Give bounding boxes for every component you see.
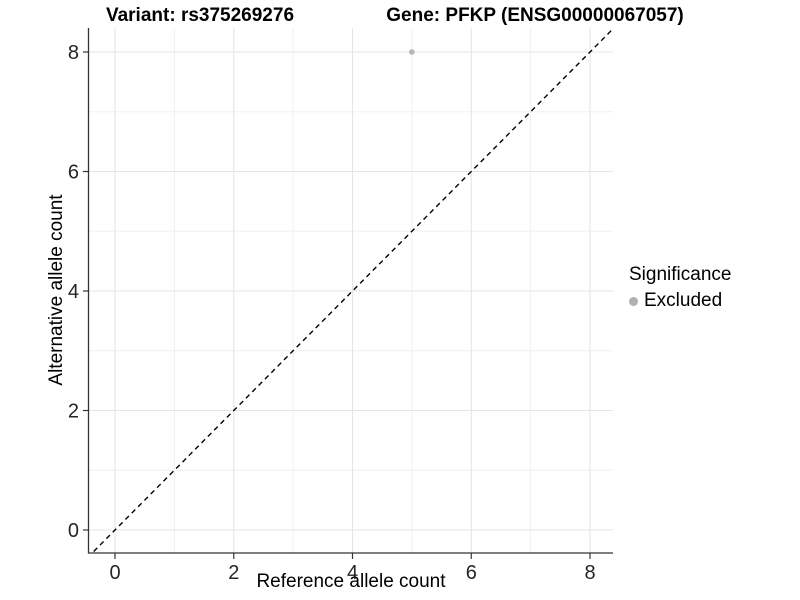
y-axis-title: Alternative allele count: [46, 194, 67, 386]
x-axis-title: Reference allele count: [256, 571, 446, 592]
x-tick-label: 6: [466, 562, 477, 584]
legend-title: Significance: [629, 264, 732, 285]
plot-title-gene: Gene: PFKP (ENSG00000067057): [386, 5, 684, 26]
plot-title-variant: Variant: rs375269276: [105, 5, 295, 26]
x-tick-label: 4: [347, 562, 358, 584]
legend: Significance Excluded: [629, 264, 731, 312]
legend-entry-label: Excluded: [644, 290, 723, 311]
y-tick-label: 0: [68, 520, 79, 542]
x-tick-label: 8: [584, 562, 595, 584]
y-tick-label: 4: [68, 281, 79, 303]
y-tick-label: 6: [68, 162, 79, 184]
y-tick-label: 2: [68, 401, 79, 423]
legend-point-marker-icon: [629, 296, 638, 306]
x-tick-label: 0: [109, 562, 120, 584]
y-tick-label: 8: [68, 42, 79, 64]
data-point: [409, 49, 415, 55]
x-tick-label: 2: [228, 562, 239, 584]
legend-entry: Excluded: [629, 290, 731, 312]
